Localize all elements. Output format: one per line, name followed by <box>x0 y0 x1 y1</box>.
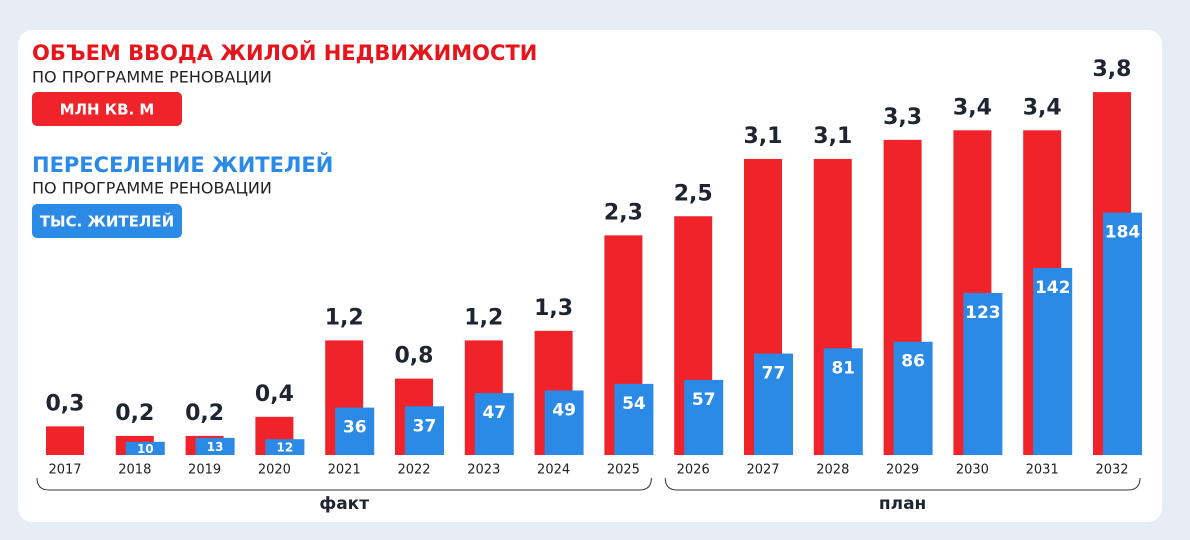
value-label: 1,2 <box>325 305 364 330</box>
bar <box>1103 212 1142 455</box>
value-label: 0,2 <box>115 401 154 426</box>
group-label: факт <box>319 494 369 514</box>
value-label: 86 <box>901 352 925 372</box>
value-label: 0,4 <box>255 382 294 407</box>
x-tick-label: 2027 <box>746 463 779 478</box>
bar <box>893 341 933 455</box>
value-label: 81 <box>831 358 855 378</box>
bar <box>684 379 724 455</box>
value-label: 77 <box>762 364 786 384</box>
x-tick-label: 2032 <box>1095 463 1128 478</box>
value-label: 2,5 <box>674 181 713 206</box>
bar <box>474 393 514 455</box>
series-subtitle: ПО ПРОГРАММЕ РЕНОВАЦИИ <box>32 68 272 87</box>
value-label: 3,1 <box>744 124 783 149</box>
x-tick-label: 2021 <box>328 463 361 478</box>
value-label: 184 <box>1105 223 1141 243</box>
value-label: 1,2 <box>464 305 503 330</box>
value-label: 3,8 <box>1093 57 1132 82</box>
value-label: 37 <box>413 416 437 436</box>
value-label: 0,3 <box>46 391 85 416</box>
x-tick-label: 2019 <box>188 463 221 478</box>
bar <box>544 390 584 455</box>
value-label: 54 <box>622 394 646 414</box>
bar <box>405 406 444 455</box>
bar <box>754 353 793 455</box>
x-tick-label: 2025 <box>607 463 640 478</box>
value-label: 49 <box>552 400 576 420</box>
bar <box>614 383 654 455</box>
value-label: 123 <box>965 303 1001 323</box>
series-subtitle: ПО ПРОГРАММЕ РЕНОВАЦИИ <box>32 179 272 198</box>
value-label: 57 <box>692 390 716 410</box>
bar <box>963 292 1003 455</box>
value-label: 2,3 <box>604 200 643 225</box>
value-label: 36 <box>343 418 367 438</box>
x-tick-label: 2028 <box>816 463 849 478</box>
value-label: 12 <box>277 441 294 455</box>
bar <box>1033 267 1073 455</box>
value-label: 3,4 <box>1023 95 1062 120</box>
group-label: план <box>879 494 926 514</box>
legend-label: МЛН КВ. М <box>60 101 155 119</box>
bar <box>265 439 305 455</box>
x-tick-label: 2029 <box>886 463 919 478</box>
legend-badge <box>32 92 182 126</box>
x-tick-label: 2024 <box>537 463 570 478</box>
value-label: 3,3 <box>883 105 922 130</box>
legend-label: ТЫС. ЖИТЕЛЕЙ <box>40 212 174 231</box>
value-label: 10 <box>137 442 154 456</box>
x-tick-label: 2030 <box>956 463 989 478</box>
bar <box>823 348 863 455</box>
x-tick-label: 2018 <box>118 463 151 478</box>
legend-badge <box>32 204 182 238</box>
bar <box>46 426 84 455</box>
bar <box>195 437 235 455</box>
value-label: 0,2 <box>185 401 224 426</box>
bar <box>125 441 165 455</box>
value-label: 3,4 <box>953 95 992 120</box>
value-label: 0,8 <box>395 344 434 369</box>
x-tick-label: 2026 <box>677 463 710 478</box>
x-tick-label: 2031 <box>1026 463 1059 478</box>
x-tick-label: 2022 <box>397 463 430 478</box>
x-tick-label: 2023 <box>467 463 500 478</box>
bar <box>335 407 375 455</box>
value-label: 13 <box>207 440 224 454</box>
card <box>18 30 1162 522</box>
x-tick-label: 2017 <box>48 463 81 478</box>
series-title: ОБЪЕМ ВВОДА ЖИЛОЙ НЕДВИЖИМОСТИ <box>32 40 537 65</box>
value-label: 47 <box>482 403 506 423</box>
series-title: ПЕРЕСЕЛЕНИЕ ЖИТЕЛЕЙ <box>32 152 333 177</box>
group-brace <box>664 477 1141 491</box>
x-tick-label: 2020 <box>258 463 291 478</box>
value-label: 1,3 <box>534 296 573 321</box>
group-brace <box>36 477 652 491</box>
value-label: 142 <box>1035 278 1071 298</box>
value-label: 3,1 <box>813 124 852 149</box>
